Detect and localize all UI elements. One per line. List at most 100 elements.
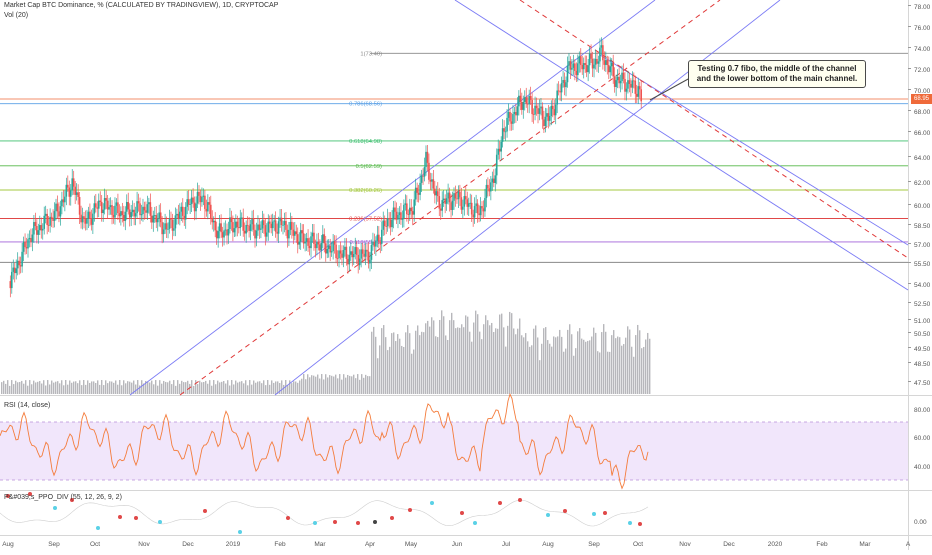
candle-body	[286, 229, 289, 239]
candle-body	[43, 215, 46, 229]
candle-body	[379, 241, 382, 244]
candle-body	[621, 72, 623, 81]
candle-body	[618, 76, 620, 84]
volume-bar	[291, 383, 293, 394]
volume-bar	[185, 382, 187, 394]
volume-bar	[151, 380, 153, 394]
volume-bar	[99, 384, 101, 394]
candle-body	[233, 228, 236, 233]
volume-bar	[149, 382, 151, 394]
candle-body	[221, 232, 224, 238]
candle-body	[229, 217, 231, 229]
candle-body	[516, 106, 519, 116]
candle-body	[34, 222, 37, 227]
candle-body	[609, 66, 612, 73]
volume-bar	[269, 384, 271, 394]
volume-bar	[205, 380, 207, 394]
candle-body	[439, 208, 442, 211]
volume-bar	[55, 381, 57, 394]
candle-body	[283, 221, 286, 225]
candle-body	[519, 95, 522, 102]
candle-body	[162, 229, 165, 235]
volume-bar	[453, 320, 455, 394]
candle-body	[257, 224, 259, 231]
candle-body	[419, 182, 421, 195]
candle-body	[395, 211, 398, 220]
candle-body	[596, 58, 598, 64]
candle-body	[522, 101, 525, 110]
volume-bar	[365, 374, 367, 394]
rsi-tick-label: 40.00	[914, 464, 931, 471]
candle-body	[375, 240, 377, 247]
y-tick-label: 50.50	[914, 331, 931, 338]
candle-body	[528, 95, 530, 105]
volume-bar	[157, 385, 159, 394]
volume-bar	[395, 341, 397, 394]
candle-body	[388, 217, 390, 220]
candle-body	[148, 202, 150, 205]
candle-body	[121, 211, 124, 215]
x-tick-label: Sep	[48, 541, 60, 548]
volume-bar	[645, 339, 647, 394]
candle-body	[31, 234, 34, 243]
candle-body	[99, 200, 102, 202]
candle-body	[481, 206, 483, 209]
volume-bar	[425, 323, 427, 394]
candle-body	[33, 222, 35, 235]
last-price-badge: 68.95	[911, 94, 932, 104]
volume-bar	[417, 325, 419, 394]
candle-body	[554, 104, 557, 116]
candle-body	[630, 84, 632, 88]
volume-bar	[503, 327, 505, 394]
candle-body	[55, 203, 57, 212]
candle-body	[495, 154, 498, 176]
candle-body	[226, 229, 228, 236]
candle-body	[133, 209, 135, 217]
candle-body	[587, 65, 589, 73]
candle-body	[97, 200, 100, 209]
candle-body	[320, 242, 323, 251]
candle-body	[102, 209, 104, 214]
candle-body	[208, 202, 211, 205]
candle-body	[413, 199, 416, 215]
candle-body	[251, 218, 253, 225]
ppo-divergence-dot	[592, 512, 596, 516]
y-tick-label: 74.00	[914, 46, 931, 53]
candle-body	[506, 117, 508, 132]
candle-body	[361, 249, 364, 254]
volume-bar	[545, 327, 547, 394]
candle-body	[625, 88, 628, 92]
volume-bar	[341, 379, 343, 394]
volume-bar	[507, 325, 509, 394]
annotation-callout[interactable]: Testing 0.7 fibo, the middle of the chan…	[688, 60, 866, 88]
candle-body	[22, 241, 25, 252]
volume-bar	[593, 327, 595, 394]
volume-bar	[513, 328, 515, 394]
volume-bar	[325, 374, 327, 394]
candle-body	[326, 248, 329, 254]
candle-body	[590, 53, 592, 59]
candle-body	[81, 216, 84, 223]
candle-body	[165, 223, 168, 230]
candle-body	[71, 178, 74, 191]
candle-body	[408, 207, 411, 215]
candle-body	[429, 179, 432, 182]
candle-body	[541, 106, 544, 120]
volume-bar	[511, 313, 513, 394]
candle-body	[426, 151, 429, 163]
candle-body	[164, 223, 166, 230]
candle-body	[594, 58, 597, 65]
candle-body	[217, 231, 219, 239]
candle-body	[600, 45, 603, 48]
volume-bar	[237, 382, 239, 394]
volume-bar	[551, 346, 553, 394]
candle-body	[232, 222, 234, 233]
y-tick-label: 57.00	[914, 242, 931, 249]
candle-body	[294, 231, 296, 236]
volume-bar	[313, 375, 315, 394]
candle-body	[277, 221, 280, 234]
candle-body	[316, 241, 318, 249]
candle-body	[27, 239, 29, 249]
